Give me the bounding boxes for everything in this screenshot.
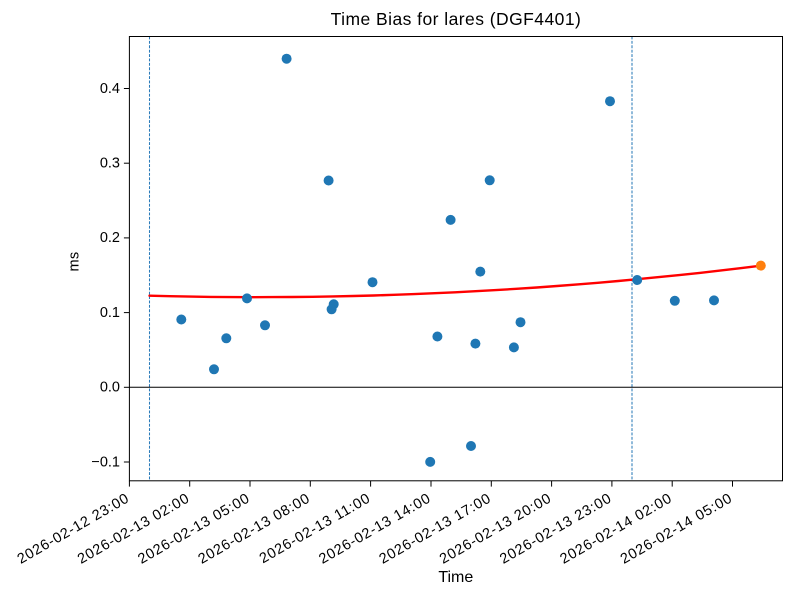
svg-text:−0.1: −0.1 bbox=[91, 454, 120, 470]
svg-text:2026-02-13 20:00: 2026-02-13 20:00 bbox=[437, 491, 555, 568]
svg-text:2026-02-13 02:00: 2026-02-13 02:00 bbox=[75, 491, 193, 568]
svg-text:2026-02-14 02:00: 2026-02-14 02:00 bbox=[558, 491, 676, 568]
svg-text:2026-02-14 05:00: 2026-02-14 05:00 bbox=[618, 491, 736, 568]
svg-text:ms: ms bbox=[67, 252, 83, 272]
svg-text:0.4: 0.4 bbox=[100, 81, 120, 97]
svg-text:2026-02-13 05:00: 2026-02-13 05:00 bbox=[135, 491, 253, 568]
svg-text:0.0: 0.0 bbox=[100, 380, 120, 396]
svg-text:0.2: 0.2 bbox=[100, 230, 120, 246]
svg-text:0.1: 0.1 bbox=[100, 305, 120, 321]
svg-text:2026-02-13 11:00: 2026-02-13 11:00 bbox=[257, 491, 374, 568]
svg-text:2026-02-13 08:00: 2026-02-13 08:00 bbox=[196, 491, 314, 568]
svg-text:2026-02-12 23:00: 2026-02-12 23:00 bbox=[15, 491, 133, 568]
svg-text:0.3: 0.3 bbox=[100, 156, 120, 172]
svg-text:2026-02-13 17:00: 2026-02-13 17:00 bbox=[377, 491, 495, 568]
svg-text:2026-02-13 23:00: 2026-02-13 23:00 bbox=[497, 491, 615, 568]
svg-text:Time Bias for lares (DGF4401): Time Bias for lares (DGF4401) bbox=[331, 9, 582, 29]
svg-text:2026-02-13 14:00: 2026-02-13 14:00 bbox=[316, 491, 434, 568]
svg-text:Time: Time bbox=[438, 569, 473, 586]
